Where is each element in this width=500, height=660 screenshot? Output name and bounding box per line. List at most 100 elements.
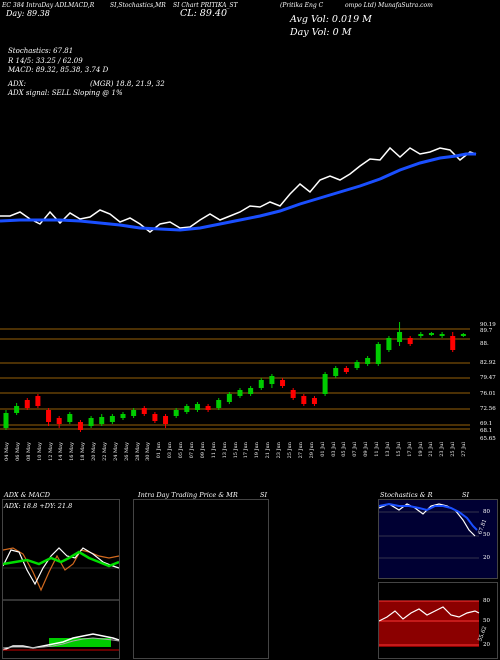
price-level-label: 65.65	[480, 436, 496, 442]
date-label: 26 May	[123, 442, 130, 461]
date-label: 06 May	[14, 442, 21, 461]
candle-body	[375, 344, 381, 364]
header-left: EC 384 IntraDay ADLMACD,R	[2, 2, 95, 9]
price-level-label: 82.92	[480, 360, 496, 366]
date-label: 04 May	[4, 442, 10, 461]
date-label: 27 Jul	[461, 442, 468, 457]
stochastics-panel: 80 50 20 67.81	[378, 499, 498, 579]
date-label: 07 Jun	[189, 442, 196, 459]
date-label: 09 Jul	[363, 442, 370, 457]
day-price: Day: 89.38	[6, 9, 50, 18]
day-volume: Day Vol: 0 M	[290, 27, 352, 38]
stochastics-chart	[379, 502, 479, 559]
header-mid1: SI,Stochastics,MR	[110, 2, 166, 9]
intraday-panel-si: SI	[260, 491, 268, 499]
rsi-level-label-20: 20	[483, 642, 490, 648]
candle-body	[56, 418, 62, 424]
date-label: 03 Jun	[167, 442, 174, 459]
date-label: 08 May	[25, 442, 32, 461]
price-level-label: 69.1	[480, 421, 493, 427]
candle-body	[354, 362, 360, 368]
stoch-panel-title: Stochastics & R	[380, 491, 433, 499]
date-label: 15 Jul	[395, 442, 402, 457]
adx-signal-text: ADX signal: SELL Sloping @ 1%	[8, 89, 123, 97]
price-level-label: 90.19	[480, 322, 496, 328]
close-price: CL: 89.40	[180, 8, 227, 19]
stochastics-text: Stochastics: 67.81	[8, 47, 74, 55]
date-label: 29 Jun	[308, 442, 315, 459]
price-level-label: 88.	[480, 341, 489, 347]
date-label: 24 May	[112, 442, 119, 461]
rsi-chart	[379, 600, 480, 647]
date-label: 27 Jun	[297, 442, 304, 459]
candle-body	[77, 422, 83, 430]
avg-volume: Avg Vol: 0.019 M	[290, 14, 372, 25]
date-label: 14 May	[58, 442, 65, 461]
candle-body	[99, 417, 105, 424]
candle-body	[237, 390, 243, 396]
adx-panel	[2, 499, 120, 659]
price-level-label: 76.01	[480, 391, 496, 397]
macd-white-line	[3, 633, 119, 651]
macd-histogram	[49, 638, 111, 647]
candle-body	[163, 416, 169, 424]
date-label: 03 Jul	[330, 442, 337, 457]
candle-body	[333, 368, 339, 376]
rsi-line	[379, 606, 480, 622]
candle-body	[120, 414, 126, 418]
date-label: 11 Jun	[210, 442, 217, 459]
price-level-label: 79.47	[480, 375, 496, 381]
rsi-band	[379, 601, 479, 647]
moving-average-line	[0, 152, 476, 232]
date-label: 01 Jun	[156, 442, 163, 459]
candle-body	[290, 390, 296, 398]
candle-body	[46, 410, 52, 422]
header-mid2: SI Chart PRITIKA_ST	[173, 2, 238, 9]
date-label: 17 Jun	[243, 442, 250, 459]
date-label: 05 Jul	[341, 442, 348, 457]
candle-body	[3, 413, 9, 428]
adx-values-text: (MGR) 18.8, 21.9, 32	[90, 80, 165, 88]
stoch-level-label-20: 20	[483, 555, 490, 561]
date-label: 13 Jun	[221, 442, 228, 459]
date-label: 30 May	[145, 442, 152, 461]
adx-panel-values: ADX: 18.8 +DY: 21.8	[4, 502, 73, 510]
candle-body	[460, 334, 466, 336]
candle-body	[35, 396, 41, 406]
adx-chart	[3, 547, 119, 651]
intraday-panel-title: Intra Day Trading Price & MR	[138, 491, 238, 499]
date-label: 18 May	[80, 442, 87, 461]
stoch-k-line	[379, 503, 476, 537]
date-label: 09 Jun	[199, 442, 206, 459]
stoch-panel-si: SI	[462, 491, 470, 499]
rsi-level-label-80: 80	[483, 598, 490, 604]
candle-body	[131, 410, 137, 416]
candle-body	[322, 374, 328, 394]
adx-text: ADX:	[8, 80, 27, 88]
macd-signal-line	[3, 637, 119, 649]
adx-panel-title: ADX & MACD	[4, 491, 50, 499]
candle-body	[301, 396, 307, 404]
date-label: 25 Jun	[286, 442, 293, 459]
candle-body	[450, 336, 456, 350]
header-right2: ompo Ltd) MunafaSutra.com	[345, 2, 433, 9]
candle-body	[280, 380, 286, 386]
price-level-label: 89.7	[480, 328, 493, 334]
date-label: 16 May	[69, 442, 76, 461]
candle-body	[173, 410, 179, 416]
candle-body	[67, 414, 73, 422]
date-label: 01 Jul	[319, 442, 326, 457]
stoch-d-line	[379, 502, 478, 531]
price-level-label: 72.56	[480, 406, 496, 412]
date-label: 23 Jul	[439, 442, 446, 457]
candle-body	[386, 338, 392, 350]
candle-body	[88, 418, 94, 426]
price-line	[0, 146, 477, 233]
candlestick-chart	[0, 322, 470, 432]
candle-body	[428, 333, 434, 335]
date-label: 23 Jun	[276, 442, 283, 459]
candle-body	[152, 414, 158, 421]
candle-body	[269, 376, 275, 384]
price-level-label: 68.1	[480, 428, 493, 434]
date-label: 19 Jul	[417, 442, 424, 457]
